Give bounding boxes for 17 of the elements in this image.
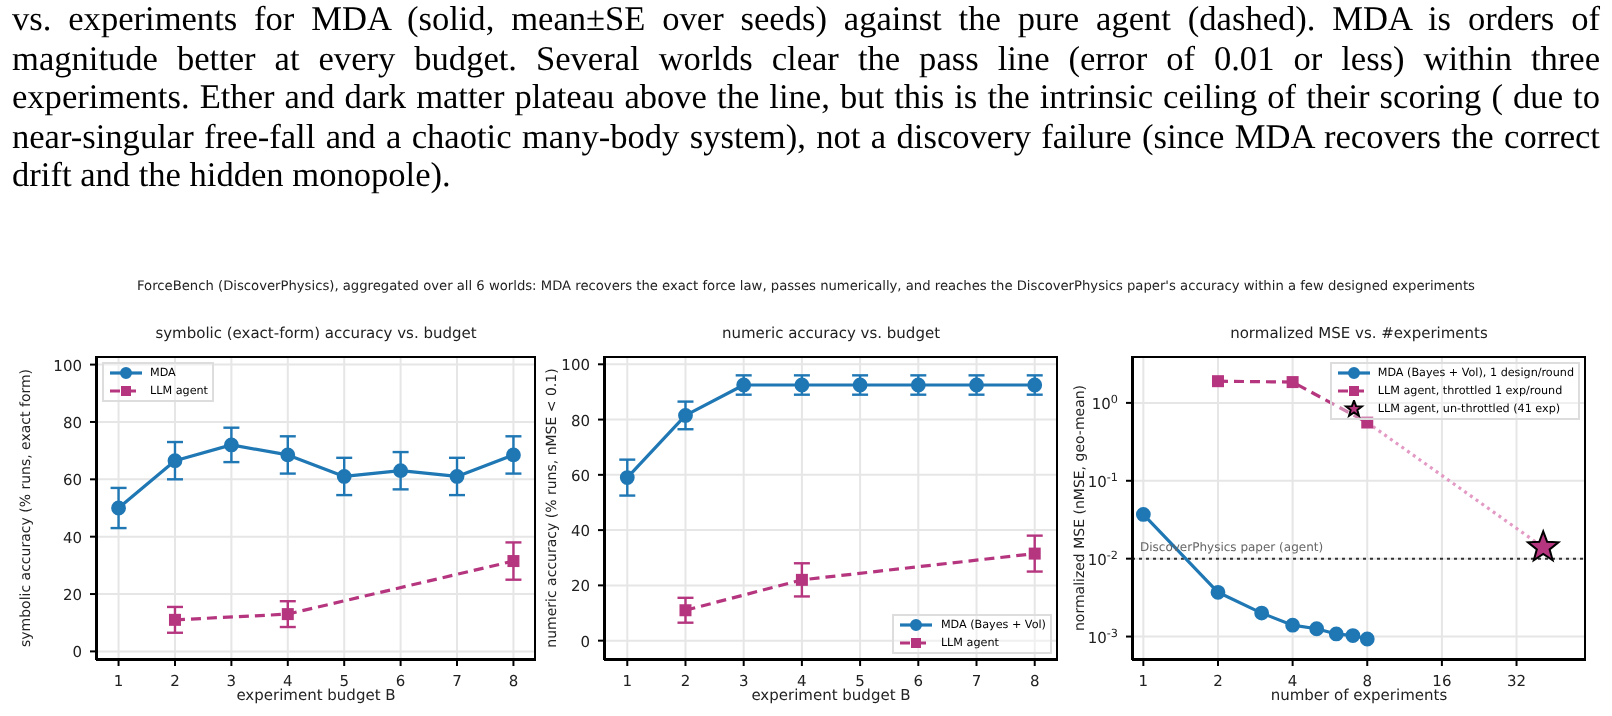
text: vs. experiments for MDA (solid, mean±SE over seeds) against the pure agent (dashed). MDA is orders of magnitude better at every budget. Several worlds clear the pass line (error of 0.01 or less) within three experiments. Ether and dark matter plateau above the line, but this is the intrinsic ceiling of their scoring ( due to near-singular free-fall and a chaotic many-body system), not a discovery failure (since MDA recovers the correct drift and the hidden monopole). (12, 0, 1600, 195)
point (1028, 547, 1041, 560)
point (167, 453, 183, 469)
point (280, 447, 296, 463)
point (336, 469, 352, 484)
point (678, 408, 693, 423)
point (393, 463, 409, 479)
point (507, 555, 520, 568)
point (795, 573, 808, 586)
point (111, 500, 126, 516)
point (281, 608, 294, 621)
point (619, 470, 635, 485)
point (449, 469, 465, 484)
point (223, 437, 239, 453)
point (168, 613, 181, 626)
point (679, 604, 692, 617)
point (506, 447, 521, 463)
